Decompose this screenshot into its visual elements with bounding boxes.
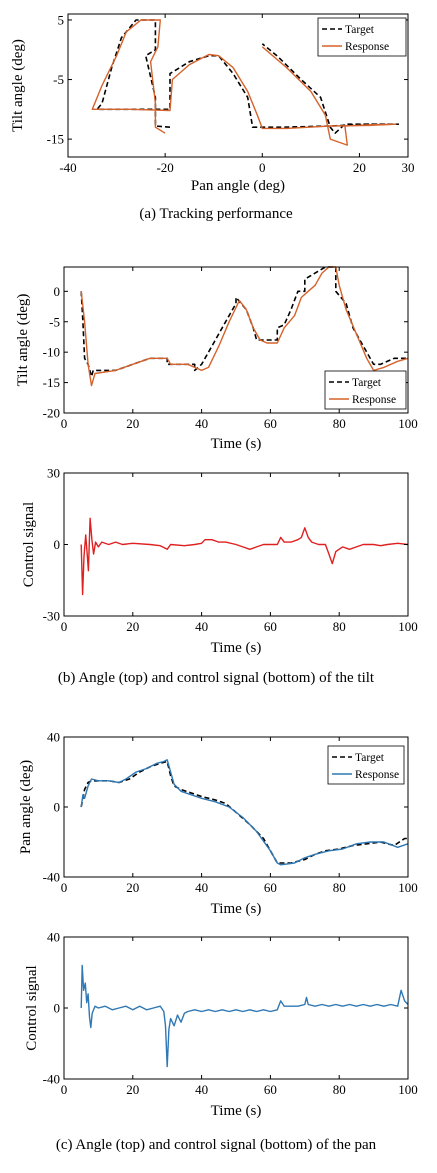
series-tracking-target [96, 19, 400, 134]
x-tick-label: 60 [264, 619, 277, 634]
x-tick-label: 80 [333, 416, 346, 431]
chart-tilt_angle: 0 20 40 60 80 100 0 -5 -10 -15 -20 Time (s) Tilt ang… [15, 266, 418, 452]
series-tilt_angle-response [80, 266, 409, 387]
x-axis-label: Pan angle (deg) [191, 178, 285, 194]
x-axis-label: Time (s) [211, 436, 262, 452]
x-tick-label: 60 [264, 880, 277, 895]
axes-frame-pan_control [63, 936, 409, 1080]
legend-tracking: Target Response [317, 17, 407, 57]
legend-label-response: Response [355, 769, 399, 781]
x-axis-label: Time (s) [211, 901, 262, 917]
legend-label-target: Target [355, 752, 385, 764]
y-tick-label: -40 [43, 870, 60, 885]
x-tick-label: 0 [61, 416, 68, 431]
y-tick-label: -40 [43, 1072, 60, 1087]
x-tick-label: 80 [333, 619, 346, 634]
legend-box [317, 17, 407, 57]
axes-frame-tracking [67, 13, 409, 158]
y-tick-label: 30 [47, 466, 60, 481]
y-tick-label: -15 [43, 375, 60, 390]
x-tick-label: 60 [264, 416, 277, 431]
legend-box [324, 370, 407, 410]
y-tick-label: -15 [47, 132, 64, 147]
legend-label-response: Response [352, 394, 396, 406]
legend-label-response: Response [345, 41, 389, 53]
legend-tilt_angle: Target Response [324, 370, 407, 410]
series-tilt_control-line0 [80, 517, 409, 596]
x-tick-label: 30 [402, 160, 415, 175]
y-tick-label: 5 [58, 12, 65, 27]
x-tick-label: -20 [156, 160, 173, 175]
x-tick-label: 0 [61, 619, 68, 634]
caption-a: (a) Tracking performance [139, 206, 293, 222]
y-axis-label: Tilt angle (deg) [10, 39, 26, 132]
y-tick-label: 0 [54, 537, 61, 552]
x-tick-label: 100 [398, 1082, 418, 1097]
x-tick-label: 40 [195, 880, 208, 895]
x-tick-label: -40 [59, 160, 76, 175]
series-tilt_angle-target [80, 266, 408, 378]
chart-tracking: -40 -20 0 20 30 5 -5 -15 Pan angle (deg) Tilt ang… [10, 12, 415, 194]
legend-pan_angle: Target Response [327, 745, 405, 785]
x-tick-label: 0 [61, 1082, 68, 1097]
y-tick-label: -5 [49, 314, 60, 329]
x-tick-label: 100 [398, 416, 418, 431]
series-pan_control-line0 [80, 964, 409, 1068]
legend-label-target: Target [345, 24, 375, 36]
y-tick-label: 0 [54, 800, 61, 815]
x-tick-label: 20 [126, 416, 139, 431]
axes-frame-tilt_angle [63, 266, 409, 414]
y-axis-label: Tilt angle (deg) [15, 294, 31, 387]
x-tick-label: 40 [195, 1082, 208, 1097]
x-tick-label: 80 [333, 880, 346, 895]
x-axis-label: Time (s) [211, 640, 262, 656]
x-tick-label: 20 [126, 880, 139, 895]
y-tick-label: 40 [47, 930, 60, 945]
x-axis-label: Time (s) [211, 1103, 262, 1119]
y-axis-label: Pan angle (deg) [18, 760, 34, 854]
x-tick-label: 40 [195, 619, 208, 634]
y-tick-label: -30 [43, 609, 60, 624]
y-tick-label: -10 [43, 345, 60, 360]
legend-box [327, 745, 405, 785]
x-tick-label: 0 [61, 880, 68, 895]
y-axis-label: Control signal [21, 502, 37, 587]
series-tracking-response [91, 19, 397, 146]
legend-label-target: Target [352, 377, 382, 389]
x-tick-label: 20 [126, 619, 139, 634]
y-tick-label: 40 [47, 730, 60, 745]
y-tick-label: 0 [54, 1001, 61, 1016]
x-tick-label: 60 [264, 1082, 277, 1097]
x-tick-label: 100 [398, 619, 418, 634]
caption-c: (c) Angle (top) and control signal (bott… [56, 1137, 377, 1153]
y-axis-label: Control signal [24, 965, 40, 1050]
x-tick-label: 80 [333, 1082, 346, 1097]
y-tick-label: -5 [53, 72, 64, 87]
x-tick-label: 20 [353, 160, 366, 175]
y-tick-label: 0 [54, 284, 61, 299]
x-tick-label: 40 [195, 416, 208, 431]
caption-b: (b) Angle (top) and control signal (bott… [58, 670, 375, 686]
x-tick-label: 0 [259, 160, 266, 175]
x-tick-label: 100 [398, 880, 418, 895]
y-tick-label: -20 [43, 406, 60, 421]
x-tick-label: 20 [126, 1082, 139, 1097]
series-pan_angle-response [80, 759, 409, 866]
